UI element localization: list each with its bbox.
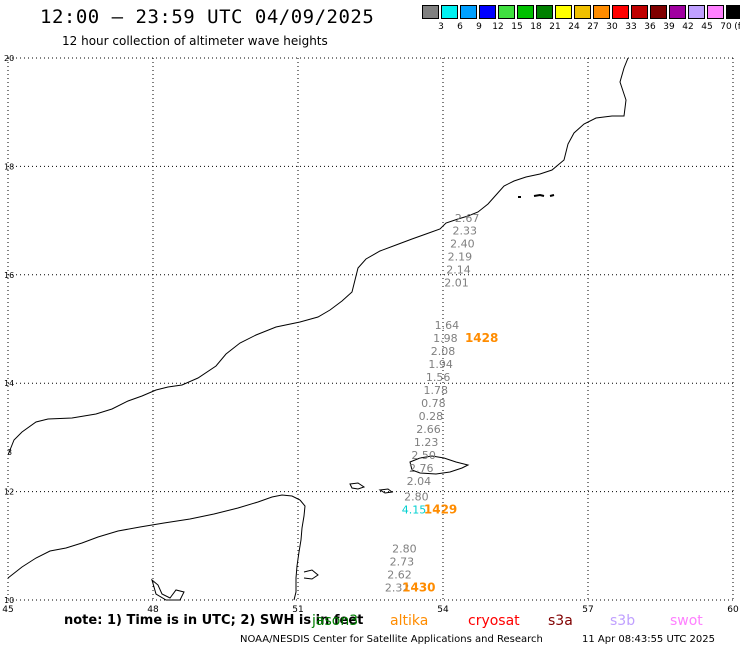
wave-height-value: 1.78	[424, 384, 449, 397]
legend-label: 45	[701, 22, 713, 32]
legend-label: 70	[720, 22, 732, 32]
socotra-island	[409, 455, 470, 475]
wave-height-value: 2.04	[407, 475, 432, 488]
pass-time-label: 1430	[402, 580, 435, 594]
legend-label: 3	[438, 22, 444, 32]
wave-height-value: 2.62	[387, 568, 412, 581]
satellite-label-jason3: jason3	[312, 613, 359, 629]
legend-swatch	[688, 5, 705, 19]
legend-swatch	[555, 5, 572, 19]
legend-label: 9	[476, 22, 482, 32]
wave-height-value: 1.94	[428, 358, 453, 371]
legend-swatch	[593, 5, 610, 19]
lat-tick-label: 20	[4, 54, 14, 63]
wave-height-value: 4.15	[402, 503, 427, 516]
graticule: 45 48 51 54 57 60 20 18 16 14 12 10	[2, 54, 739, 615]
legend-label: 21	[549, 22, 561, 32]
legend-label: 42	[682, 22, 694, 32]
wave-height-value: 2.73	[390, 555, 415, 568]
footer-note: note: 1) Time is in UTC; 2) SWH is in fe…	[64, 613, 364, 628]
legend-swatch	[574, 5, 591, 19]
legend-swatch	[460, 5, 477, 19]
legend-label: 36	[644, 22, 656, 32]
legend-label: 24	[568, 22, 580, 32]
legend-swatch	[441, 5, 458, 19]
coastal-islets	[151, 578, 185, 601]
satellite-label-altika: altika	[390, 613, 429, 629]
lat-tick-label: 18	[4, 162, 14, 171]
wave-height-value: 2.33	[453, 225, 478, 238]
satellite-label-s3b: s3b	[610, 613, 636, 629]
lon-tick-label: 51	[292, 605, 303, 615]
wave-height-values: 2.672.332.402.192.142.01 1.641.982.081.94…	[385, 212, 499, 594]
timestamp: 11 Apr 08:43:55 UTC 2025	[582, 634, 715, 645]
lon-tick-label: 60	[727, 605, 739, 615]
legend-swatch	[498, 5, 515, 19]
wave-height-value: 0.28	[419, 410, 444, 423]
lat-tick-label: 16	[4, 271, 14, 280]
kuria-muria-islands	[518, 193, 555, 198]
wave-height-value: 0.78	[421, 397, 446, 410]
samhah-island	[378, 488, 394, 494]
lon-tick-label: 48	[147, 605, 159, 615]
coast-label: 3	[7, 448, 12, 457]
satellite-label-swot: swot	[670, 613, 703, 629]
map-title: 12:00 – 23:59 UTC 04/09/2025	[40, 6, 375, 28]
satellite-label-cryosat: cryosat	[468, 613, 520, 629]
legend-label: 12	[492, 22, 504, 32]
wave-height-value: 2.08	[431, 345, 456, 358]
legend-unit: (ft)	[734, 22, 740, 32]
wave-height-value: 1.98	[433, 332, 458, 345]
map-subtitle: 12 hour collection of altimeter wave hei…	[62, 34, 328, 48]
satellite-label-s3a: s3a	[548, 613, 573, 629]
somalia-east-coast	[293, 499, 306, 601]
wave-height-value: 2.66	[416, 423, 441, 436]
lon-tick-label: 57	[582, 605, 593, 615]
lat-tick-label: 12	[4, 488, 14, 497]
legend-label: 39	[663, 22, 675, 32]
wave-height-value: 2.67	[455, 212, 480, 225]
legend-swatch	[422, 5, 439, 19]
legend-swatch	[650, 5, 667, 19]
abd-al-kuri-island	[349, 482, 366, 490]
legend-label: 18	[530, 22, 542, 32]
legend-swatch	[479, 5, 496, 19]
legend-swatch	[707, 5, 724, 19]
legend-swatch	[726, 5, 740, 19]
legend-swatch	[517, 5, 534, 19]
wave-height-value: 1.23	[414, 436, 439, 449]
legend-label: 33	[625, 22, 637, 32]
legend-swatch	[669, 5, 686, 19]
credit-text: NOAA/NESDIS Center for Satellite Applica…	[240, 634, 543, 645]
wave-height-value: 2.32	[385, 581, 410, 594]
lon-tick-label: 54	[437, 605, 449, 615]
pass-time-label: 1428	[465, 331, 498, 345]
wave-height-value: 2.80	[404, 490, 429, 503]
ras-hafun	[303, 569, 319, 580]
wave-height-value: 2.76	[409, 462, 434, 475]
legend-label: 30	[606, 22, 618, 32]
lat-tick-label: 14	[4, 379, 14, 388]
legend-swatch	[536, 5, 553, 19]
coastline	[7, 57, 629, 601]
wave-height-value: 2.80	[392, 542, 417, 555]
wave-height-value: 2.50	[411, 449, 436, 462]
wave-height-value: 2.19	[448, 251, 473, 264]
lat-tick-label: 10	[4, 596, 14, 605]
legend-label: 15	[511, 22, 523, 32]
wave-height-value: 1.56	[426, 371, 451, 384]
somalia-coastline	[7, 494, 301, 579]
wave-height-value: 2.40	[450, 238, 475, 251]
wave-height-value: 2.01	[444, 277, 469, 290]
pass-time-label: 1429	[424, 502, 457, 516]
legend-swatch	[631, 5, 648, 19]
arabia-coastline	[7, 57, 629, 456]
wave-height-value: 2.14	[446, 264, 471, 277]
lon-tick-label: 45	[2, 605, 13, 615]
wave-height-value: 1.64	[435, 319, 460, 332]
legend-swatch	[612, 5, 629, 19]
legend-label: 27	[587, 22, 599, 32]
legend-label: 6	[457, 22, 463, 32]
